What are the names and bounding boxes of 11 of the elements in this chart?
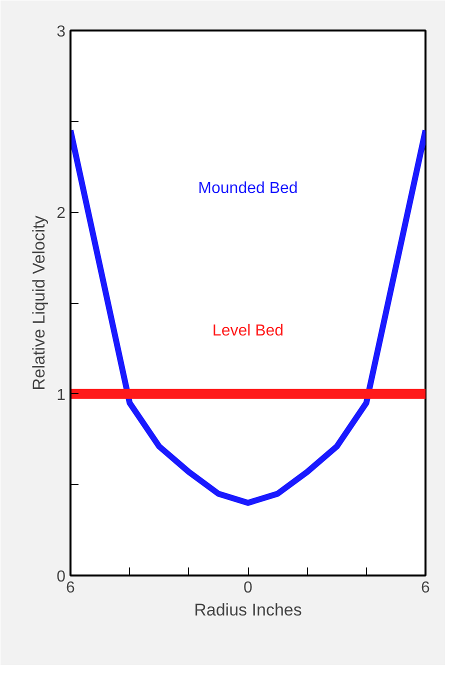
x-tick-label: 6 — [421, 580, 430, 596]
y-tick-label: 0 — [56, 568, 66, 586]
y-tick-label: 1 — [56, 386, 66, 404]
text: Level Bed — [212, 322, 284, 340]
x-tick-label: 6 — [66, 580, 76, 596]
text: Mounded Bed — [198, 180, 298, 198]
y-axis-title: Relative Liquid Velocity — [30, 215, 49, 390]
y-tick-label: 3 — [56, 24, 66, 40]
x-axis-title: Radius Inches — [194, 600, 302, 620]
x-tick-label: 0 — [244, 580, 253, 596]
y-tick-label: 2 — [56, 205, 66, 222]
